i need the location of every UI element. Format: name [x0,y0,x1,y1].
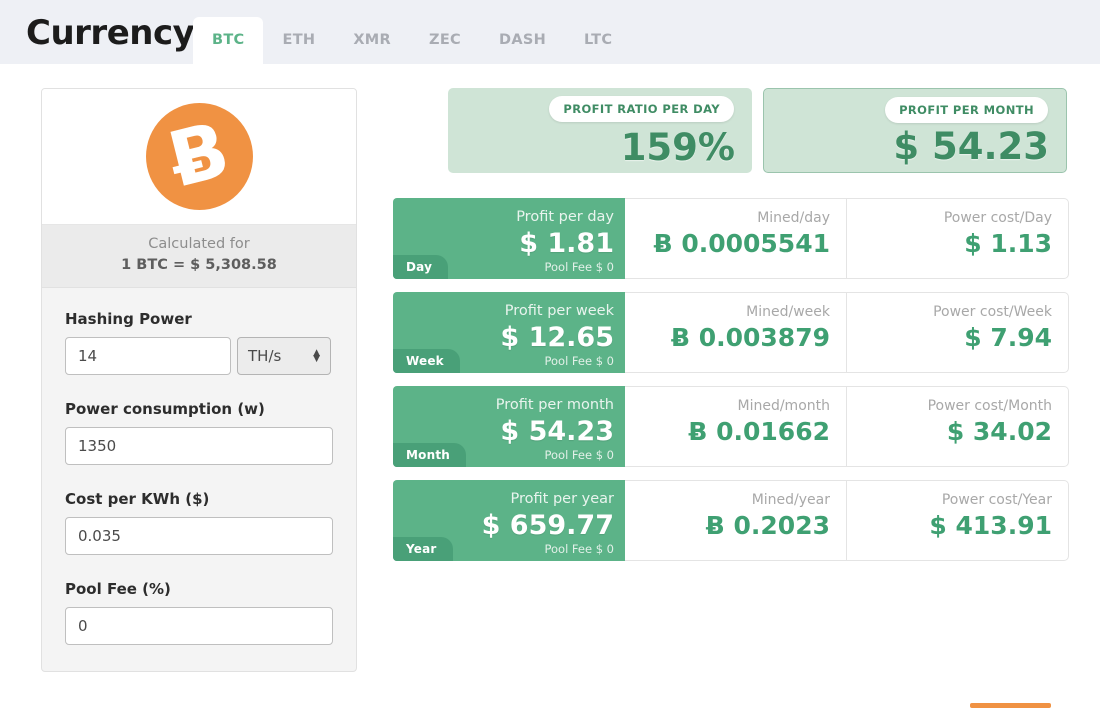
tab-zec[interactable]: ZEC [429,32,461,48]
profit-title: Profit per day [516,209,614,225]
profit-value: $ 1.81 [519,228,614,259]
hashing-power-label: Hashing Power [65,310,192,328]
period-badge-day: Day [393,255,449,279]
pool-fee-note: Pool Fee $ 0 [544,448,614,462]
power-cost-cell-day: Power cost/Day $ 1.13 [846,199,1068,278]
power-cost-cell-month: Power cost/Month $ 34.02 [846,387,1068,466]
tab-xmr[interactable]: XMR [353,32,392,48]
hashing-unit-value: TH/s [248,347,282,365]
power-cost-value: $ 34.02 [946,417,1052,446]
mined-cell-week: Mined/week Ƀ 0.003879 [625,293,846,372]
power-cost-value: $ 1.13 [964,229,1052,258]
bottom-accent-bar [970,703,1051,708]
table-row: Profit per year $ 659.77 Pool Fee $ 0 Ye… [393,480,1069,561]
power-cost-cell-year: Power cost/Year $ 413.91 [846,481,1068,560]
period-badge-month: Month [393,443,467,467]
hashing-power-row: TH/s ▲▼ [65,337,333,375]
mined-title: Mined/day [757,210,830,226]
tab-dash[interactable]: DASH [498,32,547,48]
cost-per-kwh-input[interactable] [65,517,333,555]
app-header: Currency BTC ETH XMR ZEC DASH LTC [0,0,1100,64]
hashing-power-input[interactable] [65,337,231,375]
profit-cell-day: Profit per day $ 1.81 Pool Fee $ 0 Day [393,198,625,279]
pool-fee-note: Pool Fee $ 0 [544,542,614,556]
profit-ratio-per-day-value: 159% [620,126,735,169]
mined-cell-day: Mined/day Ƀ 0.0005541 [625,199,846,278]
profit-value: $ 12.65 [500,322,614,353]
mined-value: Ƀ 0.003879 [670,323,830,352]
power-cost-title: Power cost/Week [933,304,1052,320]
power-cost-cell-week: Power cost/Week $ 7.94 [846,293,1068,372]
power-cost-title: Power cost/Month [927,398,1052,414]
calculator-form: Hashing Power TH/s ▲▼ Power consumption … [42,288,356,671]
mined-title: Mined/month [737,398,831,414]
power-cost-value: $ 413.91 [929,511,1052,540]
table-row: Profit per week $ 12.65 Pool Fee $ 0 Wee… [393,292,1069,373]
profit-cell-year: Profit per year $ 659.77 Pool Fee $ 0 Ye… [393,480,625,561]
power-cost-value: $ 7.94 [964,323,1052,352]
cost-per-kwh-label: Cost per KWh ($) [65,490,210,508]
mined-title: Mined/week [746,304,830,320]
mined-value: Ƀ 0.0005541 [653,229,830,258]
table-row: Profit per day $ 1.81 Pool Fee $ 0 Day M… [393,198,1069,279]
power-cost-title: Power cost/Year [941,492,1052,508]
page-title: Currency [26,13,195,53]
profit-title: Profit per year [510,491,614,507]
profit-per-month-card: PROFIT PER MONTH $ 54.23 [763,88,1067,173]
bitcoin-symbol-glyph: Ƀ [160,103,238,205]
mined-cell-year: Mined/year Ƀ 0.2023 [625,481,846,560]
mined-cell-month: Mined/month Ƀ 0.01662 [625,387,846,466]
profit-cell-month: Profit per month $ 54.23 Pool Fee $ 0 Mo… [393,386,625,467]
tab-eth[interactable]: ETH [282,32,316,48]
exchange-rate-band: Calculated for 1 BTC = $ 5,308.58 [42,225,356,288]
mined-value: Ƀ 0.01662 [688,417,830,446]
profit-per-month-badge: PROFIT PER MONTH [885,97,1048,123]
tab-btc[interactable]: BTC [193,17,264,64]
profit-value: $ 659.77 [481,510,614,541]
coin-logo-box: Ƀ [42,89,356,225]
mined-value: Ƀ 0.2023 [705,511,830,540]
profit-cell-week: Profit per week $ 12.65 Pool Fee $ 0 Wee… [393,292,625,373]
chevron-updown-icon: ▲ ▼ [313,348,320,364]
power-consumption-input[interactable] [65,427,333,465]
summary-cards: PROFIT RATIO PER DAY 159% PROFIT PER MON… [448,88,1067,173]
exchange-rate-value: 1 BTC = $ 5,308.58 [121,257,277,273]
period-badge-week: Week [393,349,460,373]
pool-fee-note: Pool Fee $ 0 [544,354,614,368]
calculator-panel: Ƀ Calculated for 1 BTC = $ 5,308.58 Hash… [41,88,357,672]
power-cost-title: Power cost/Day [943,210,1052,226]
bitcoin-logo-icon: Ƀ [145,103,253,210]
mined-title: Mined/year [751,492,830,508]
profit-per-month-value: $ 54.23 [893,125,1049,168]
period-badge-year: Year [393,537,453,561]
pool-fee-label: Pool Fee (%) [65,580,171,598]
profit-title: Profit per week [504,303,614,319]
profit-ratio-per-day-card: PROFIT RATIO PER DAY 159% [448,88,752,173]
breakdown-rows: Profit per day $ 1.81 Pool Fee $ 0 Day M… [393,198,1069,574]
calculated-for-label: Calculated for [148,236,250,252]
table-row: Profit per month $ 54.23 Pool Fee $ 0 Mo… [393,386,1069,467]
tab-ltc[interactable]: LTC [584,32,613,48]
profit-title: Profit per month [495,397,614,413]
pool-fee-note: Pool Fee $ 0 [544,260,614,274]
profit-ratio-per-day-badge: PROFIT RATIO PER DAY [549,96,734,122]
profit-value: $ 54.23 [500,416,614,447]
pool-fee-input[interactable] [65,607,333,645]
power-consumption-label: Power consumption (w) [65,400,265,418]
currency-tabs: BTC ETH XMR ZEC DASH LTC [193,17,631,64]
hashing-unit-select[interactable]: TH/s ▲ ▼ [237,337,331,375]
